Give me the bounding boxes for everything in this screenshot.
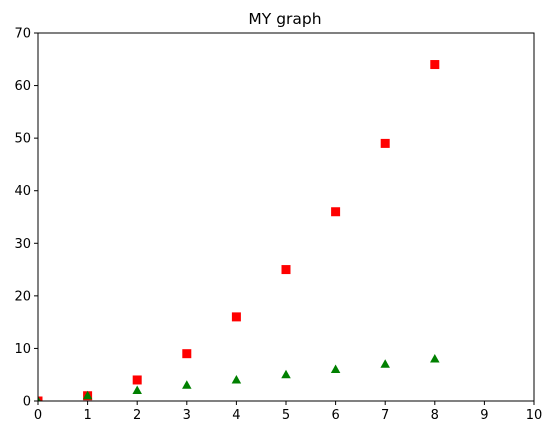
square-marker bbox=[182, 349, 192, 359]
square-marker bbox=[231, 312, 241, 322]
x-tick-label: 2 bbox=[133, 408, 141, 423]
x-tick-label: 0 bbox=[34, 408, 42, 423]
x-tick-label: 8 bbox=[431, 408, 439, 423]
square-marker bbox=[380, 138, 390, 148]
triangle-marker bbox=[281, 369, 291, 379]
x-tick-label: 4 bbox=[232, 408, 240, 423]
scatter-points bbox=[38, 60, 440, 401]
y-tick-label: 30 bbox=[14, 237, 31, 252]
y-tick-label: 10 bbox=[14, 342, 31, 357]
chart-marks bbox=[38, 60, 440, 401]
triangle-marker bbox=[231, 374, 242, 384]
triangle-marker bbox=[38, 396, 41, 401]
square-marker bbox=[132, 375, 142, 385]
triangle-marker bbox=[330, 364, 341, 373]
x-tick-label: 9 bbox=[480, 408, 488, 423]
triangle-marker bbox=[380, 359, 390, 368]
x-tick-label: 5 bbox=[282, 408, 290, 423]
x-tick-label: 1 bbox=[83, 408, 91, 423]
y-tick-label: 20 bbox=[14, 289, 31, 304]
y-tick-label: 70 bbox=[14, 27, 31, 42]
triangle-marker bbox=[430, 353, 440, 363]
triangle-marker bbox=[82, 390, 93, 400]
y-tick-label: 0 bbox=[23, 395, 31, 410]
x-tick-label: 3 bbox=[183, 408, 191, 423]
x-tick-label: 7 bbox=[381, 408, 389, 423]
triangle-marker bbox=[132, 385, 142, 394]
square-marker bbox=[430, 60, 440, 70]
triangle-marker bbox=[182, 380, 192, 389]
square-marker bbox=[331, 207, 341, 217]
square-marker bbox=[38, 396, 43, 401]
x-tick-label: 10 bbox=[526, 408, 543, 423]
square-marker bbox=[281, 265, 291, 275]
y-tick-label: 40 bbox=[14, 184, 31, 199]
y-tick-label: 60 bbox=[14, 79, 31, 94]
plot-frame bbox=[37, 32, 535, 402]
x-tick-label: 6 bbox=[331, 408, 339, 423]
y-tick-label: 50 bbox=[14, 132, 31, 147]
axis-ticks: 0 1 2 3 4 5 6 7 8 9 10 0 10 20 30 40 50 60 70 bbox=[14, 27, 542, 424]
chart-title: MY graph bbox=[248, 10, 321, 28]
